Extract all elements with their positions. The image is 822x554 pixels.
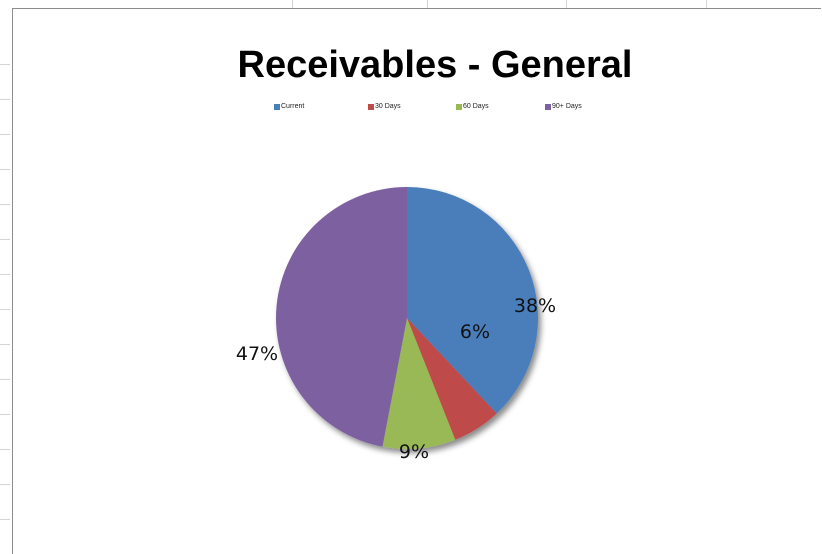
- grid-row-line: [0, 379, 10, 380]
- legend-item: 30 Days: [368, 103, 401, 110]
- legend-item: 60 Days: [456, 103, 489, 110]
- grid-row-line: [0, 449, 10, 450]
- data-label: 38%: [514, 295, 556, 317]
- grid-row-line: [0, 169, 10, 170]
- legend-label: 30 Days: [375, 103, 401, 110]
- grid-row-line: [0, 204, 10, 205]
- grid-col-line: [292, 0, 293, 8]
- grid-row-line: [0, 274, 10, 275]
- grid-row-line: [0, 64, 10, 65]
- legend-swatch: [368, 103, 374, 110]
- chart-title: Receivables - General: [237, 44, 633, 86]
- legend-item: Current: [274, 103, 304, 110]
- grid-row-line: [0, 309, 10, 310]
- pie-slice-30-days[interactable]: [407, 318, 497, 440]
- data-label: 6%: [460, 321, 490, 343]
- pie-slice-60-days[interactable]: [382, 318, 456, 449]
- grid-col-line: [566, 0, 567, 8]
- legend-label: Current: [281, 103, 305, 110]
- grid-row-line: [0, 484, 10, 485]
- legend-swatch: [545, 103, 551, 110]
- pie-slice-90-days[interactable]: [276, 186, 407, 447]
- data-label: 47%: [236, 343, 278, 365]
- grid-col-line: [706, 0, 707, 8]
- grid-col-line: [427, 0, 428, 8]
- grid-row-line: [0, 344, 10, 345]
- legend-swatch: [456, 103, 462, 110]
- grid-row-line: [0, 519, 10, 520]
- legend-swatch: [274, 103, 280, 110]
- data-label: 9%: [399, 441, 429, 463]
- grid-row-line: [0, 414, 10, 415]
- grid-row-line: [0, 239, 10, 240]
- legend-label: 60 Days: [463, 103, 489, 110]
- legend-item: 90+ Days: [545, 103, 582, 110]
- pie-slice-current[interactable]: [407, 187, 538, 414]
- legend-label: 90+ Days: [552, 103, 582, 110]
- grid-row-line: [0, 99, 10, 100]
- grid-row-line: [0, 134, 10, 135]
